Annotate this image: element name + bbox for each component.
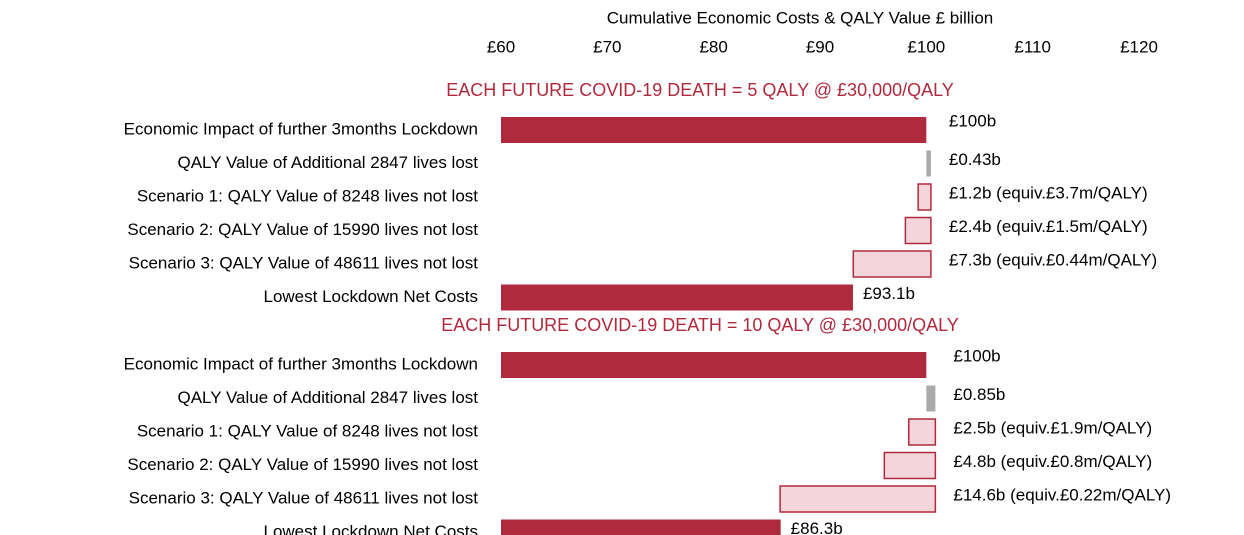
category-label: Scenario 1: QALY Value of 8248 lives not… xyxy=(137,186,478,205)
x-tick-label: £120 xyxy=(1120,37,1158,56)
value-label: £2.4b (equiv.£1.5m/QALY) xyxy=(949,217,1148,236)
x-tick-label: £100 xyxy=(907,37,945,56)
value-label: £4.8b (equiv.£0.8m/QALY) xyxy=(953,452,1152,471)
x-tick-label: £80 xyxy=(699,37,727,56)
bar xyxy=(926,150,931,177)
category-label: QALY Value of Additional 2847 lives lost xyxy=(177,153,478,172)
bar xyxy=(779,485,937,513)
value-label: £100b xyxy=(949,111,996,130)
value-label: £86.3b xyxy=(791,519,843,535)
category-label: QALY Value of Additional 2847 lives lost xyxy=(177,388,478,407)
bar xyxy=(501,519,781,535)
section-title: EACH FUTURE COVID-19 DEATH = 10 QALY @ £… xyxy=(441,315,959,335)
value-label: £14.6b (equiv.£0.22m/QALY) xyxy=(953,485,1171,504)
bar xyxy=(501,284,853,311)
x-tick-label: £90 xyxy=(806,37,834,56)
category-label: Lowest Lockdown Net Costs xyxy=(264,522,479,535)
bar xyxy=(501,117,927,143)
value-label: £93.1b xyxy=(863,284,915,303)
bar xyxy=(908,418,937,446)
bar xyxy=(852,250,932,278)
category-label: Economic Impact of further 3months Lockd… xyxy=(124,354,478,373)
value-label: £7.3b (equiv.£0.44m/QALY) xyxy=(949,250,1157,269)
value-label: £1.2b (equiv.£3.7m/QALY) xyxy=(949,183,1148,202)
x-tick-label: £60 xyxy=(487,37,515,56)
bar xyxy=(904,216,932,245)
category-label: Scenario 2: QALY Value of 15990 lives no… xyxy=(127,455,478,474)
x-tick-label: £70 xyxy=(593,37,621,56)
category-label: Scenario 2: QALY Value of 15990 lives no… xyxy=(127,220,478,239)
x-tick-label: £110 xyxy=(1014,37,1051,56)
bar xyxy=(917,183,932,211)
category-label: Economic Impact of further 3months Lockd… xyxy=(124,119,478,138)
value-label: £100b xyxy=(953,346,1000,365)
value-label: £0.85b xyxy=(953,385,1005,404)
bar xyxy=(883,451,937,480)
category-label: Scenario 1: QALY Value of 8248 lives not… xyxy=(137,421,478,440)
category-label: Scenario 3: QALY Value of 48611 lives no… xyxy=(129,488,479,507)
bar xyxy=(926,385,936,412)
section-title: EACH FUTURE COVID-19 DEATH = 5 QALY @ £3… xyxy=(446,80,954,100)
category-label: Lowest Lockdown Net Costs xyxy=(264,287,479,306)
category-label: Scenario 3: QALY Value of 48611 lives no… xyxy=(129,253,479,272)
value-label: £2.5b (equiv.£1.9m/QALY) xyxy=(953,418,1152,437)
value-label: £0.43b xyxy=(949,150,1001,169)
axis-title: Cumulative Economic Costs & QALY Value £… xyxy=(607,8,993,27)
bar xyxy=(501,352,927,378)
